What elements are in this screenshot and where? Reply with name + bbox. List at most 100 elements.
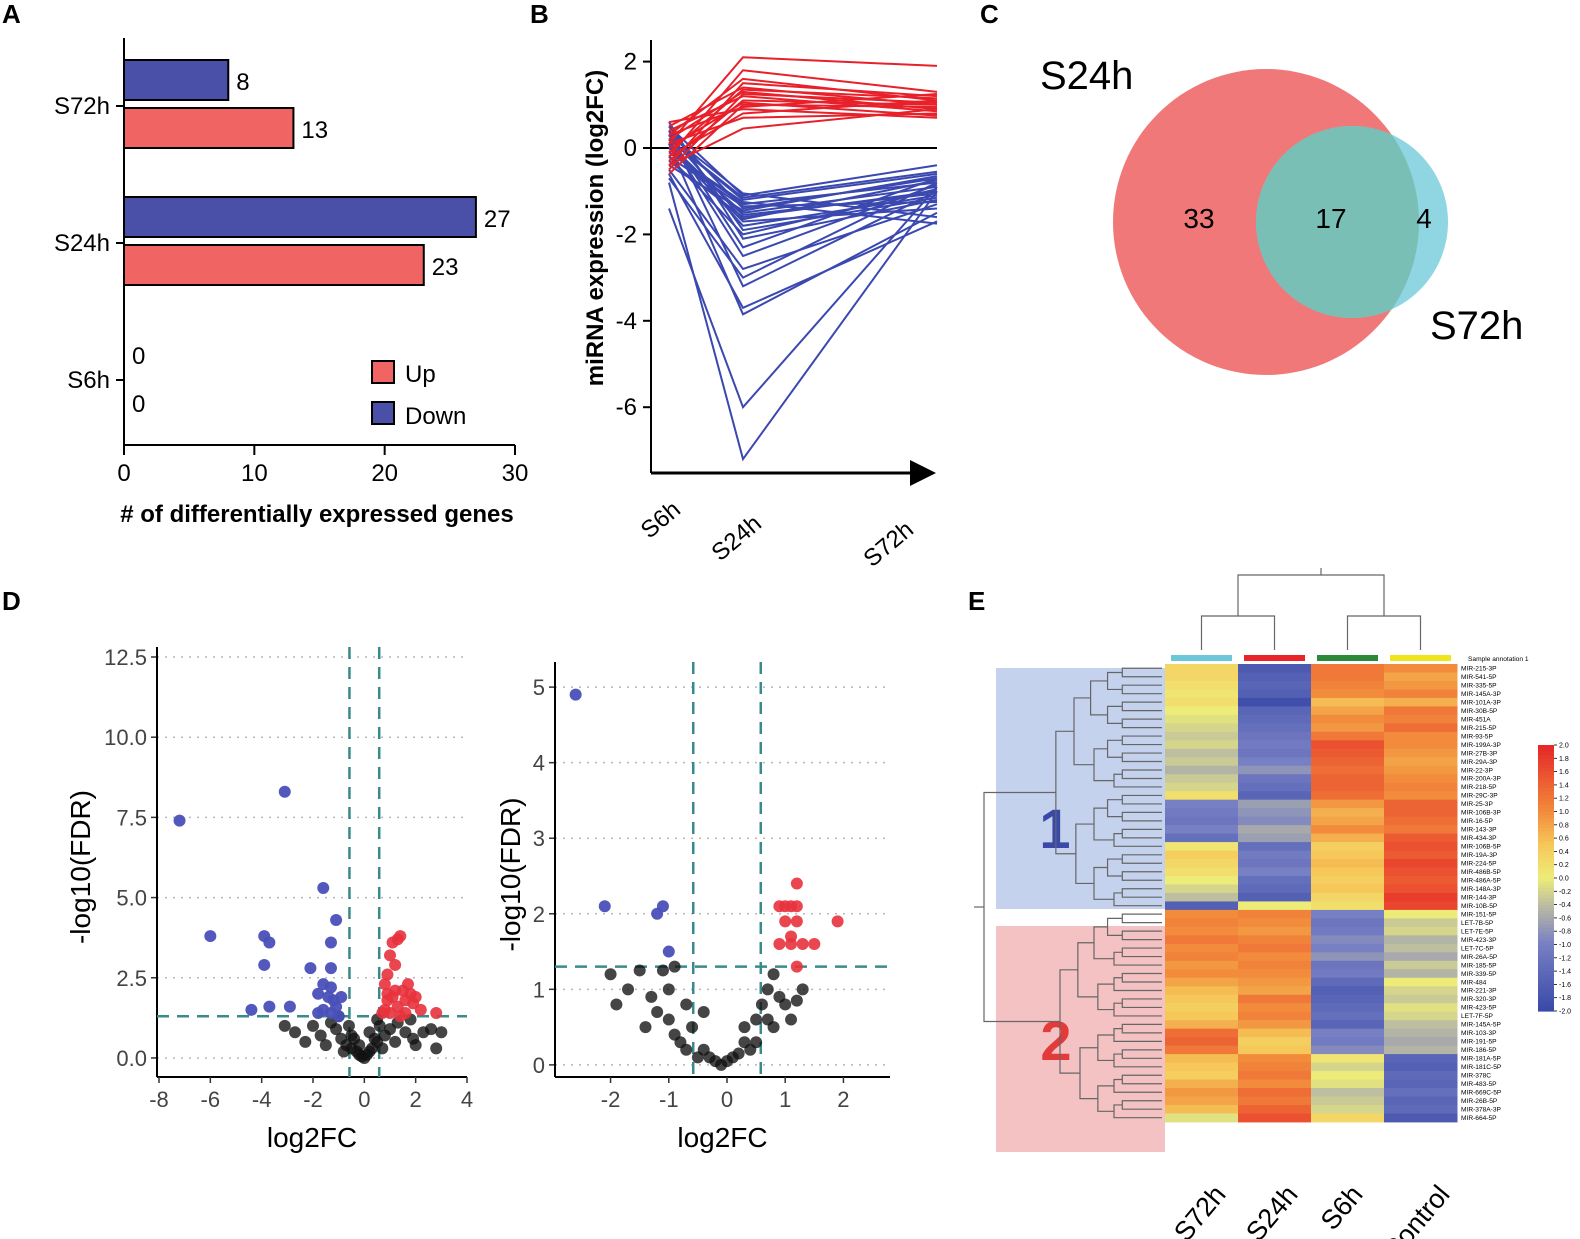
- colorbar-segment: [1538, 851, 1554, 856]
- point-down: [651, 907, 664, 920]
- heatmap-cell: [1238, 689, 1312, 699]
- point-not-significant: [785, 1013, 798, 1026]
- up-series-line: [668, 92, 938, 171]
- heatmap-cell: [1165, 986, 1239, 996]
- heatmap-cell: [1311, 1096, 1385, 1106]
- panel-letter-a: A: [2, 0, 21, 29]
- heatmap-cell: [1384, 672, 1458, 682]
- column-label: Control: [1377, 1180, 1456, 1239]
- heatmap-cell: [1311, 731, 1385, 741]
- heatmap-cell: [1384, 714, 1458, 724]
- heatmap-cell: [1238, 740, 1312, 750]
- colorbar-segment: [1538, 791, 1554, 796]
- heatmap-cell: [1238, 926, 1312, 936]
- colorbar-segment: [1538, 954, 1554, 959]
- heatmap-cell: [1311, 952, 1385, 962]
- colorbar-tick-label: 1.8: [1559, 756, 1569, 763]
- heatmap-cell: [1384, 664, 1458, 673]
- row-label: MIR-181A-5P: [1461, 1056, 1502, 1063]
- point-up: [394, 930, 407, 943]
- bar-value-label: 13: [301, 117, 328, 144]
- annotation-label: Sample annotation 1: [1468, 656, 1529, 663]
- heatmap-cell: [1384, 1113, 1458, 1123]
- heatmap-cell: [1165, 791, 1239, 801]
- heatmap-cell: [1311, 714, 1385, 724]
- down-series-line: [668, 142, 938, 217]
- heatmap-cell: [1165, 714, 1239, 724]
- colorbar-segment: [1538, 745, 1554, 749]
- heatmap-cell: [1165, 731, 1239, 741]
- heatmap-cell: [1311, 892, 1385, 902]
- heatmap-cell: [1384, 977, 1458, 987]
- colorbar-segment: [1538, 864, 1554, 869]
- x-tick-label: S24h: [707, 510, 767, 567]
- colorbar-segment: [1538, 781, 1554, 786]
- colorbar-segment: [1538, 848, 1554, 852]
- colorbar-tick-label: -0.4: [1559, 902, 1571, 909]
- heatmap-cell: [1238, 859, 1312, 869]
- y-tick-label: 0: [533, 1053, 545, 1078]
- heatmap-cell: [1384, 1028, 1458, 1038]
- heatmap-cell: [1384, 697, 1458, 707]
- colorbar-segment: [1538, 941, 1554, 946]
- colorbar-segment: [1538, 871, 1554, 876]
- heatmap-cell: [1384, 943, 1458, 953]
- up-series-line: [668, 93, 938, 136]
- colorbar-segment: [1538, 897, 1554, 902]
- heatmap-cell: [1165, 943, 1239, 953]
- colorbar-tick-label: 0.6: [1559, 836, 1569, 843]
- heatmap-cell: [1165, 1011, 1239, 1021]
- point-not-significant: [750, 1036, 763, 1049]
- colorbar-tick-label: -0.2: [1559, 889, 1571, 896]
- heatmap-cell: [1238, 943, 1312, 953]
- point-up: [831, 915, 844, 928]
- heatmap-cell: [1311, 884, 1385, 894]
- heatmap-cell: [1384, 791, 1458, 801]
- colorbar-segment: [1538, 861, 1554, 866]
- heatmap-cell: [1238, 935, 1312, 945]
- heatmap-cell: [1165, 884, 1239, 894]
- heatmap-cell: [1238, 731, 1312, 741]
- heatmap-cell: [1311, 969, 1385, 979]
- down-series-line: [668, 164, 938, 212]
- row-label: MIR-22-3P: [1461, 767, 1493, 774]
- up-series-line: [668, 88, 938, 154]
- colorbar-segment: [1538, 831, 1554, 836]
- heatmap-cell: [1384, 706, 1458, 716]
- heatmap-cell: [1165, 850, 1239, 860]
- heatmap-cell: [1238, 1104, 1312, 1114]
- heatmap-cell: [1165, 808, 1239, 818]
- colorbar-segment: [1538, 947, 1554, 952]
- cluster-1-label: 1: [1039, 797, 1070, 860]
- colorbar-segment: [1538, 884, 1554, 889]
- venn-set-label-s24h: S24h: [1040, 54, 1133, 98]
- heatmap-cell: [1311, 1020, 1385, 1030]
- colorbar-segment: [1538, 984, 1554, 989]
- bar-value-label: 8: [236, 69, 249, 96]
- row-label: MIR-101A-3P: [1461, 699, 1502, 706]
- row-label: MIR-106B-3P: [1461, 810, 1502, 817]
- y-tick-label: S24h: [54, 230, 110, 257]
- point-not-significant: [604, 968, 617, 981]
- heatmap-cell: [1165, 1062, 1239, 1072]
- colorbar-segment: [1538, 778, 1554, 783]
- bar-chart-a: 0 10 20 30 # of differentially expressed gen…: [54, 38, 528, 528]
- heatmap-cell: [1165, 816, 1239, 826]
- heatmap-cell: [1238, 833, 1312, 843]
- heatmap-cell: [1311, 909, 1385, 919]
- row-label: MIR-486B-5P: [1461, 869, 1502, 876]
- point-down: [598, 900, 611, 913]
- row-label: MIR-320-3P: [1461, 996, 1497, 1003]
- down-series-line: [668, 130, 938, 288]
- heatmap-cell: [1238, 842, 1312, 852]
- point-down: [312, 1007, 325, 1020]
- column-dendrogram-branch: [1237, 574, 1385, 616]
- bar-value-label: 27: [484, 206, 511, 233]
- heatmap-cell: [1165, 867, 1239, 877]
- colorbar-tick-label: 1.4: [1559, 782, 1569, 789]
- colorbar-segment: [1538, 1007, 1554, 1012]
- up-series-line: [668, 77, 938, 136]
- heatmap-cell: [1311, 774, 1385, 784]
- point-not-significant: [376, 1042, 389, 1055]
- colorbar-segment: [1538, 977, 1554, 982]
